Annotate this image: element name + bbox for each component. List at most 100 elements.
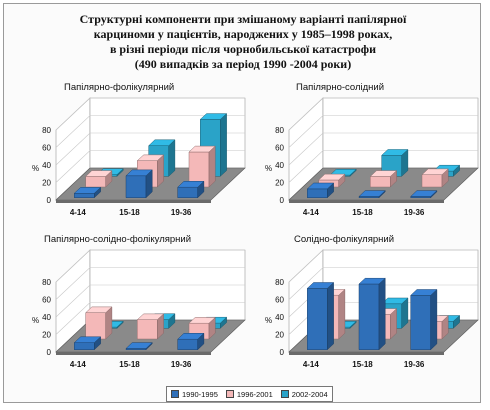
chart-panel-3: Папілярно-солідно-фолікулярний 0 20 40 60 80%…	[32, 234, 246, 369]
y-tick-label: 40	[42, 161, 51, 170]
bar-front	[125, 175, 147, 198]
legend-label-1: 1990-1995	[182, 389, 218, 399]
y-tick-label: 80	[275, 278, 284, 287]
bar	[410, 288, 438, 351]
x-tick-label: 4-14	[70, 208, 87, 217]
legend-label-2: 1996-2001	[236, 389, 273, 399]
bar-top	[177, 181, 205, 188]
bar-top	[358, 277, 386, 285]
bar-front	[74, 193, 95, 198]
bar-front	[177, 186, 198, 198]
bar-top	[136, 154, 165, 161]
x-tick-label: 4-14	[303, 208, 320, 217]
x-tick-label: 15-18	[352, 360, 373, 369]
gridline	[288, 249, 478, 283]
x-tick-label: 4-14	[303, 360, 320, 369]
x-tick-label: 19-36	[171, 360, 192, 369]
x-tick-label: 4-14	[70, 360, 87, 369]
chart-floor-edge	[289, 352, 444, 355]
bar-front	[177, 338, 198, 350]
bar-front	[421, 174, 443, 188]
chart-panel-4: Солідно-фолікулярний 0 20 40 60 80% 4-14 15-18 1…	[265, 234, 479, 369]
bar-front	[74, 342, 95, 350]
bar-front	[137, 319, 158, 340]
gridline	[288, 267, 478, 300]
bar-top	[73, 187, 102, 194]
charts-canvas: Папілярно-фолікулярний 0 20 40 60 80% 4-14 15-1…	[32, 82, 479, 369]
bar-top	[410, 289, 438, 296]
bar-top	[421, 168, 449, 175]
y-tick-label: 60	[42, 144, 51, 153]
gridline	[55, 115, 245, 148]
y-tick-label: 40	[275, 313, 284, 322]
bar-top	[306, 182, 335, 190]
bar	[306, 281, 335, 351]
legend-item-1: 1990-1995	[171, 390, 218, 399]
y-tick-label: 40	[42, 313, 51, 322]
y-tick-label: 60	[275, 144, 284, 153]
x-tick-label: 19-36	[171, 208, 192, 217]
y-tick-label: 0	[280, 196, 285, 205]
gridline	[55, 302, 245, 335]
bar-front	[85, 312, 106, 340]
panel-title-4: Солідно-фолікулярний	[294, 234, 394, 245]
y-tick-label: 40	[275, 161, 284, 170]
bar-top	[136, 313, 165, 320]
bar-front	[307, 188, 328, 198]
bar	[369, 170, 398, 188]
gridline	[55, 267, 245, 300]
bar	[358, 190, 386, 199]
bar	[177, 180, 205, 199]
bar-top	[381, 297, 409, 305]
legend: 1990-1995 1996-2001 2002-2004	[166, 386, 333, 402]
bar-side	[327, 281, 334, 351]
figure-frame: Структурні компоненти при змішаному варі…	[3, 3, 481, 403]
chart-panel-2: Папілярно-солідний 0 20 40 60 80% 4-14 15-18 19-…	[265, 82, 479, 217]
bar	[136, 313, 165, 340]
title-line-4: (490 випадків за період 1990 -2004 роки)	[134, 57, 352, 71]
bar-front	[370, 176, 391, 188]
y-tick-label: 0	[280, 348, 285, 357]
bar-side	[220, 113, 227, 177]
figure-title: Структурні компоненти при змішаному варі…	[4, 12, 482, 72]
bar-top	[188, 317, 216, 324]
bar	[73, 336, 102, 351]
title-line-2: карциноми у пацієнтів, народжених у 1985…	[93, 27, 393, 41]
panel-title-2: Папілярно-солідний	[296, 82, 384, 93]
x-tick-label: 19-36	[404, 208, 425, 217]
bar-top	[125, 169, 153, 177]
bar-top	[369, 170, 398, 177]
bar-front	[85, 176, 106, 188]
panel-title-1: Папілярно-фолікулярний	[64, 82, 174, 93]
bar	[125, 169, 153, 199]
gridline	[55, 132, 245, 166]
bar-front	[410, 295, 431, 350]
y-tick-label: 0	[47, 348, 52, 357]
bar	[125, 342, 153, 351]
bar-top	[358, 190, 386, 197]
bar	[177, 332, 205, 351]
gridline	[288, 132, 478, 166]
y-tick-label: 60	[275, 296, 284, 305]
title-line-3: в різні періоди після чорнобильської кат…	[109, 42, 377, 56]
bar-side	[338, 288, 346, 340]
bar-front	[307, 288, 328, 350]
bar-top	[177, 333, 205, 340]
gridline	[55, 249, 245, 283]
chart-floor-edge	[289, 200, 444, 203]
chart-floor-edge	[56, 200, 211, 203]
legend-label-3: 2002-2004	[291, 389, 328, 399]
y-tick-label: 60	[42, 296, 51, 305]
gridline	[288, 150, 478, 183]
chart-panel-1: Папілярно-фолікулярний 0 20 40 60 80% 4-14 15-1…	[32, 82, 246, 217]
y-tick-label: 20	[275, 331, 284, 340]
gridline	[55, 284, 245, 318]
legend-swatch-3	[280, 390, 289, 398]
x-tick-label: 15-18	[119, 208, 140, 217]
bar-top	[410, 190, 438, 197]
bar-top	[85, 170, 113, 177]
x-tick-label: 15-18	[119, 360, 140, 369]
bar	[85, 170, 113, 188]
gridline	[288, 97, 478, 131]
y-tick-label: 20	[42, 331, 51, 340]
